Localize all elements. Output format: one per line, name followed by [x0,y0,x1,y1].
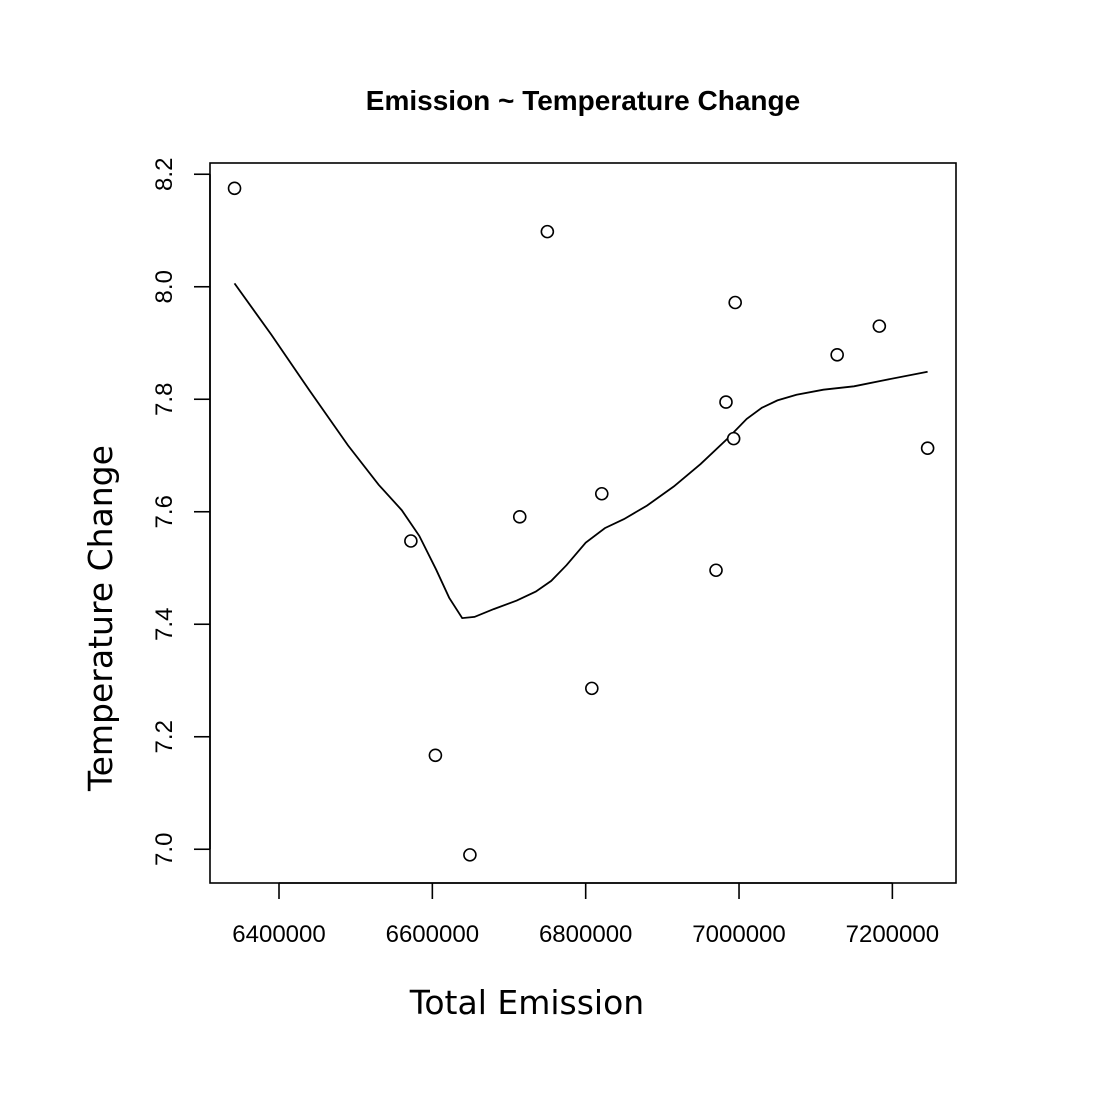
data-point [830,348,844,362]
x-tick-label: 7200000 [846,921,939,948]
y-axis: 7.0 7.2 7.4 7.6 7.8 8.0 8.2 [151,158,211,866]
y-tick-label: 7.0 [151,833,178,866]
data-point [585,681,599,696]
y-tick-label: 7.8 [151,383,178,416]
data-point [872,319,887,333]
data-point [404,534,418,548]
x-tick-label: 6400000 [232,921,325,948]
data-point [463,848,477,862]
y-tick-label: 8.2 [151,158,178,191]
data-point [719,395,733,409]
y-tick-label: 7.2 [151,720,178,753]
data-point [227,181,242,196]
x-tick-label: 6600000 [386,921,479,948]
data-point [512,510,527,524]
y-tick-label: 8.0 [151,270,178,303]
data-point [726,431,741,446]
data-point [594,486,609,501]
data-point [709,563,723,578]
plot-frame [209,162,957,884]
data-point [728,295,742,310]
data-points [227,181,935,862]
data-point [920,441,935,455]
y-tick-label: 7.4 [151,608,178,641]
y-tick-label: 7.6 [151,495,178,528]
x-tick-label: 6800000 [539,921,632,948]
data-point [428,748,443,763]
y-axis-label: Temperature Change [81,445,120,792]
chart-title: Emission ~ Temperature Change [366,85,800,116]
x-axis-label: Total Emission [409,983,644,1022]
x-tick-label: 7000000 [692,921,785,948]
data-point [540,224,555,239]
smooth-fit-line [233,282,928,620]
x-axis: 6400000 6600000 6800000 7000000 7200000 [232,882,939,948]
